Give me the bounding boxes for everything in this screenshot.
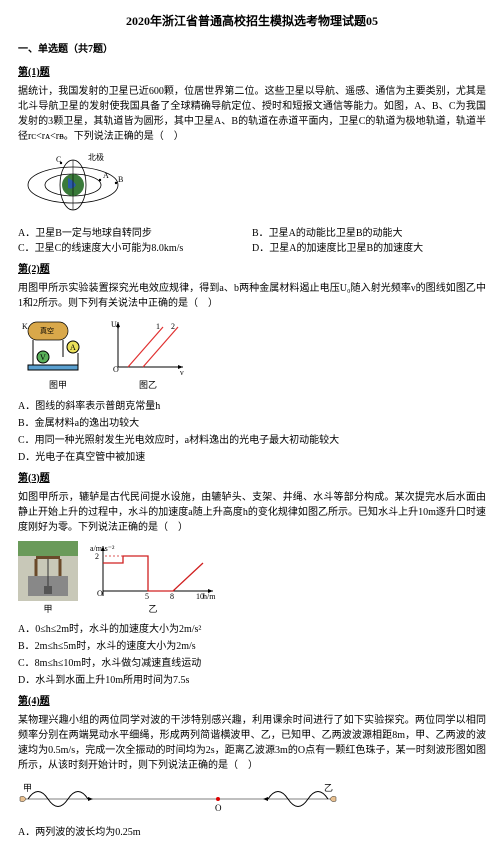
axis-x: ν [180, 368, 184, 377]
q3-photo: 甲 [18, 541, 78, 617]
svg-text:O: O [113, 365, 119, 374]
label-c: C [56, 155, 61, 164]
q2-optB: B．金属材料a的逸出功较大 [18, 416, 486, 431]
wave-icon: 甲 乙 O [18, 779, 338, 819]
q4-num: 第(4)题 [18, 694, 486, 709]
svg-text:O: O [97, 589, 103, 598]
well-photo-icon [18, 541, 78, 601]
tick-y: 2 [95, 552, 99, 561]
q1-optC: C．卫星C的线速度大小可能为8.0km/s [18, 241, 252, 256]
line2: 2 [171, 322, 175, 331]
label-a: A [103, 171, 109, 180]
q1-options: A．卫星B一定与地球自转同步 B．卫星A的动能比卫星B的动能大 C．卫星C的线速… [18, 226, 486, 256]
q3-optB: B．2m≤h≤5m时，水斗的速度大小为2m/s [18, 639, 486, 654]
q3-num: 第(3)题 [18, 471, 486, 486]
q2-circuit: 真空 K V A 图甲 [18, 317, 98, 393]
q1-body: 据统计，我国发射的卫星已近600颗，位居世界第二位。这些卫星以导航、遥感、通信为… [18, 84, 486, 144]
q2-options: A．图线的斜率表示普朗克常量h B．金属材料a的逸出功较大 C．用同一种光照射发… [18, 399, 486, 465]
q2-graph: U₀ ν 1 2 O 图乙 [108, 317, 188, 393]
axis-y: U₀ [111, 320, 120, 329]
q2-body: 用图甲所示实验装置探究光电效应规律，得到a、b两种金属材料遏止电压U₀随入射光频… [18, 281, 486, 311]
q2-figure: 真空 K V A 图甲 U₀ ν 1 2 O 图乙 [18, 317, 486, 393]
q2-optC: C．用同一种光照射发生光电效应时，a材料逸出的光电子最大初动能较大 [18, 433, 486, 448]
q3-body: 如图甲所示，辘轳是古代民间提水设施，由辘轳头、支架、井绳、水斗等部分构成。某次提… [18, 490, 486, 535]
label-yi: 乙 [324, 783, 333, 793]
q2-cap2: 图乙 [108, 379, 188, 393]
ah-graph-icon: a/m·s⁻² h/m 2 5 8 10 O [88, 541, 218, 601]
q2-optA: A．图线的斜率表示普朗克常量h [18, 399, 486, 414]
q3-cap1: 甲 [18, 603, 78, 617]
page-title: 2020年浙江省普通高校招生模拟选考物理试题05 [18, 12, 486, 30]
tick-x1: 5 [145, 592, 149, 601]
q3-options: A．0≤h≤2m时，水斗的加速度大小为2m/s² B．2m≤h≤5m时，水斗的速… [18, 622, 486, 688]
q4-body: 某物理兴趣小组的两位同学对波的干涉特别感兴趣，利用课余时间进行了如下实验探究。两… [18, 713, 486, 773]
tick-x2: 8 [170, 592, 174, 601]
circuit-icon: 真空 K V A [18, 317, 98, 377]
q1-optB: B．卫星A的动能比卫星B的动能大 [252, 226, 486, 241]
line1: 1 [156, 322, 160, 331]
q4-figure: 甲 乙 O [18, 779, 486, 819]
q4-options: A．两列波的波长均为0.25m [18, 825, 486, 840]
label-pole: 北极 [88, 152, 104, 162]
a-label: A [70, 343, 76, 352]
label-jia: 甲 [23, 783, 32, 793]
tick-x3: 10 [196, 592, 204, 601]
q2-optD: D．光电子在真空管中被加速 [18, 450, 486, 465]
q1-optD: D．卫星A的加速度比卫星B的加速度大 [252, 241, 486, 256]
k-label: K [22, 322, 28, 331]
axis-y3: a/m·s⁻² [90, 544, 115, 553]
q1-optA: A．卫星B一定与地球自转同步 [18, 226, 252, 241]
earth-orbit-icon: C 北极 A B [18, 150, 128, 220]
q3-graph: a/m·s⁻² h/m 2 5 8 10 O 乙 [88, 541, 218, 617]
label-b: B [118, 175, 123, 184]
section-header: 一、单选题（共7题） [18, 42, 486, 57]
axis-x3: h/m [203, 592, 216, 601]
q3-optA: A．0≤h≤2m时，水斗的加速度大小为2m/s² [18, 622, 486, 637]
uv-graph-icon: U₀ ν 1 2 O [108, 317, 188, 377]
v-label: V [40, 353, 46, 362]
q4-optA: A．两列波的波长均为0.25m [18, 825, 486, 840]
q2-num: 第(2)题 [18, 262, 486, 277]
q3-figure: 甲 a/m·s⁻² h/m 2 5 8 10 O 乙 [18, 541, 486, 617]
q1-num: 第(1)题 [18, 65, 486, 80]
label-O: O [215, 803, 222, 813]
q3-optD: D．水斗到水面上升10m所用时间为7.5s [18, 673, 486, 688]
q1-figure: C 北极 A B [18, 150, 486, 220]
q3-cap2: 乙 [88, 603, 218, 617]
q2-cap1: 图甲 [18, 379, 98, 393]
vacuum-label: 真空 [40, 326, 54, 335]
q3-optC: C．8m≤h≤10m时，水斗做匀减速直线运动 [18, 656, 486, 671]
